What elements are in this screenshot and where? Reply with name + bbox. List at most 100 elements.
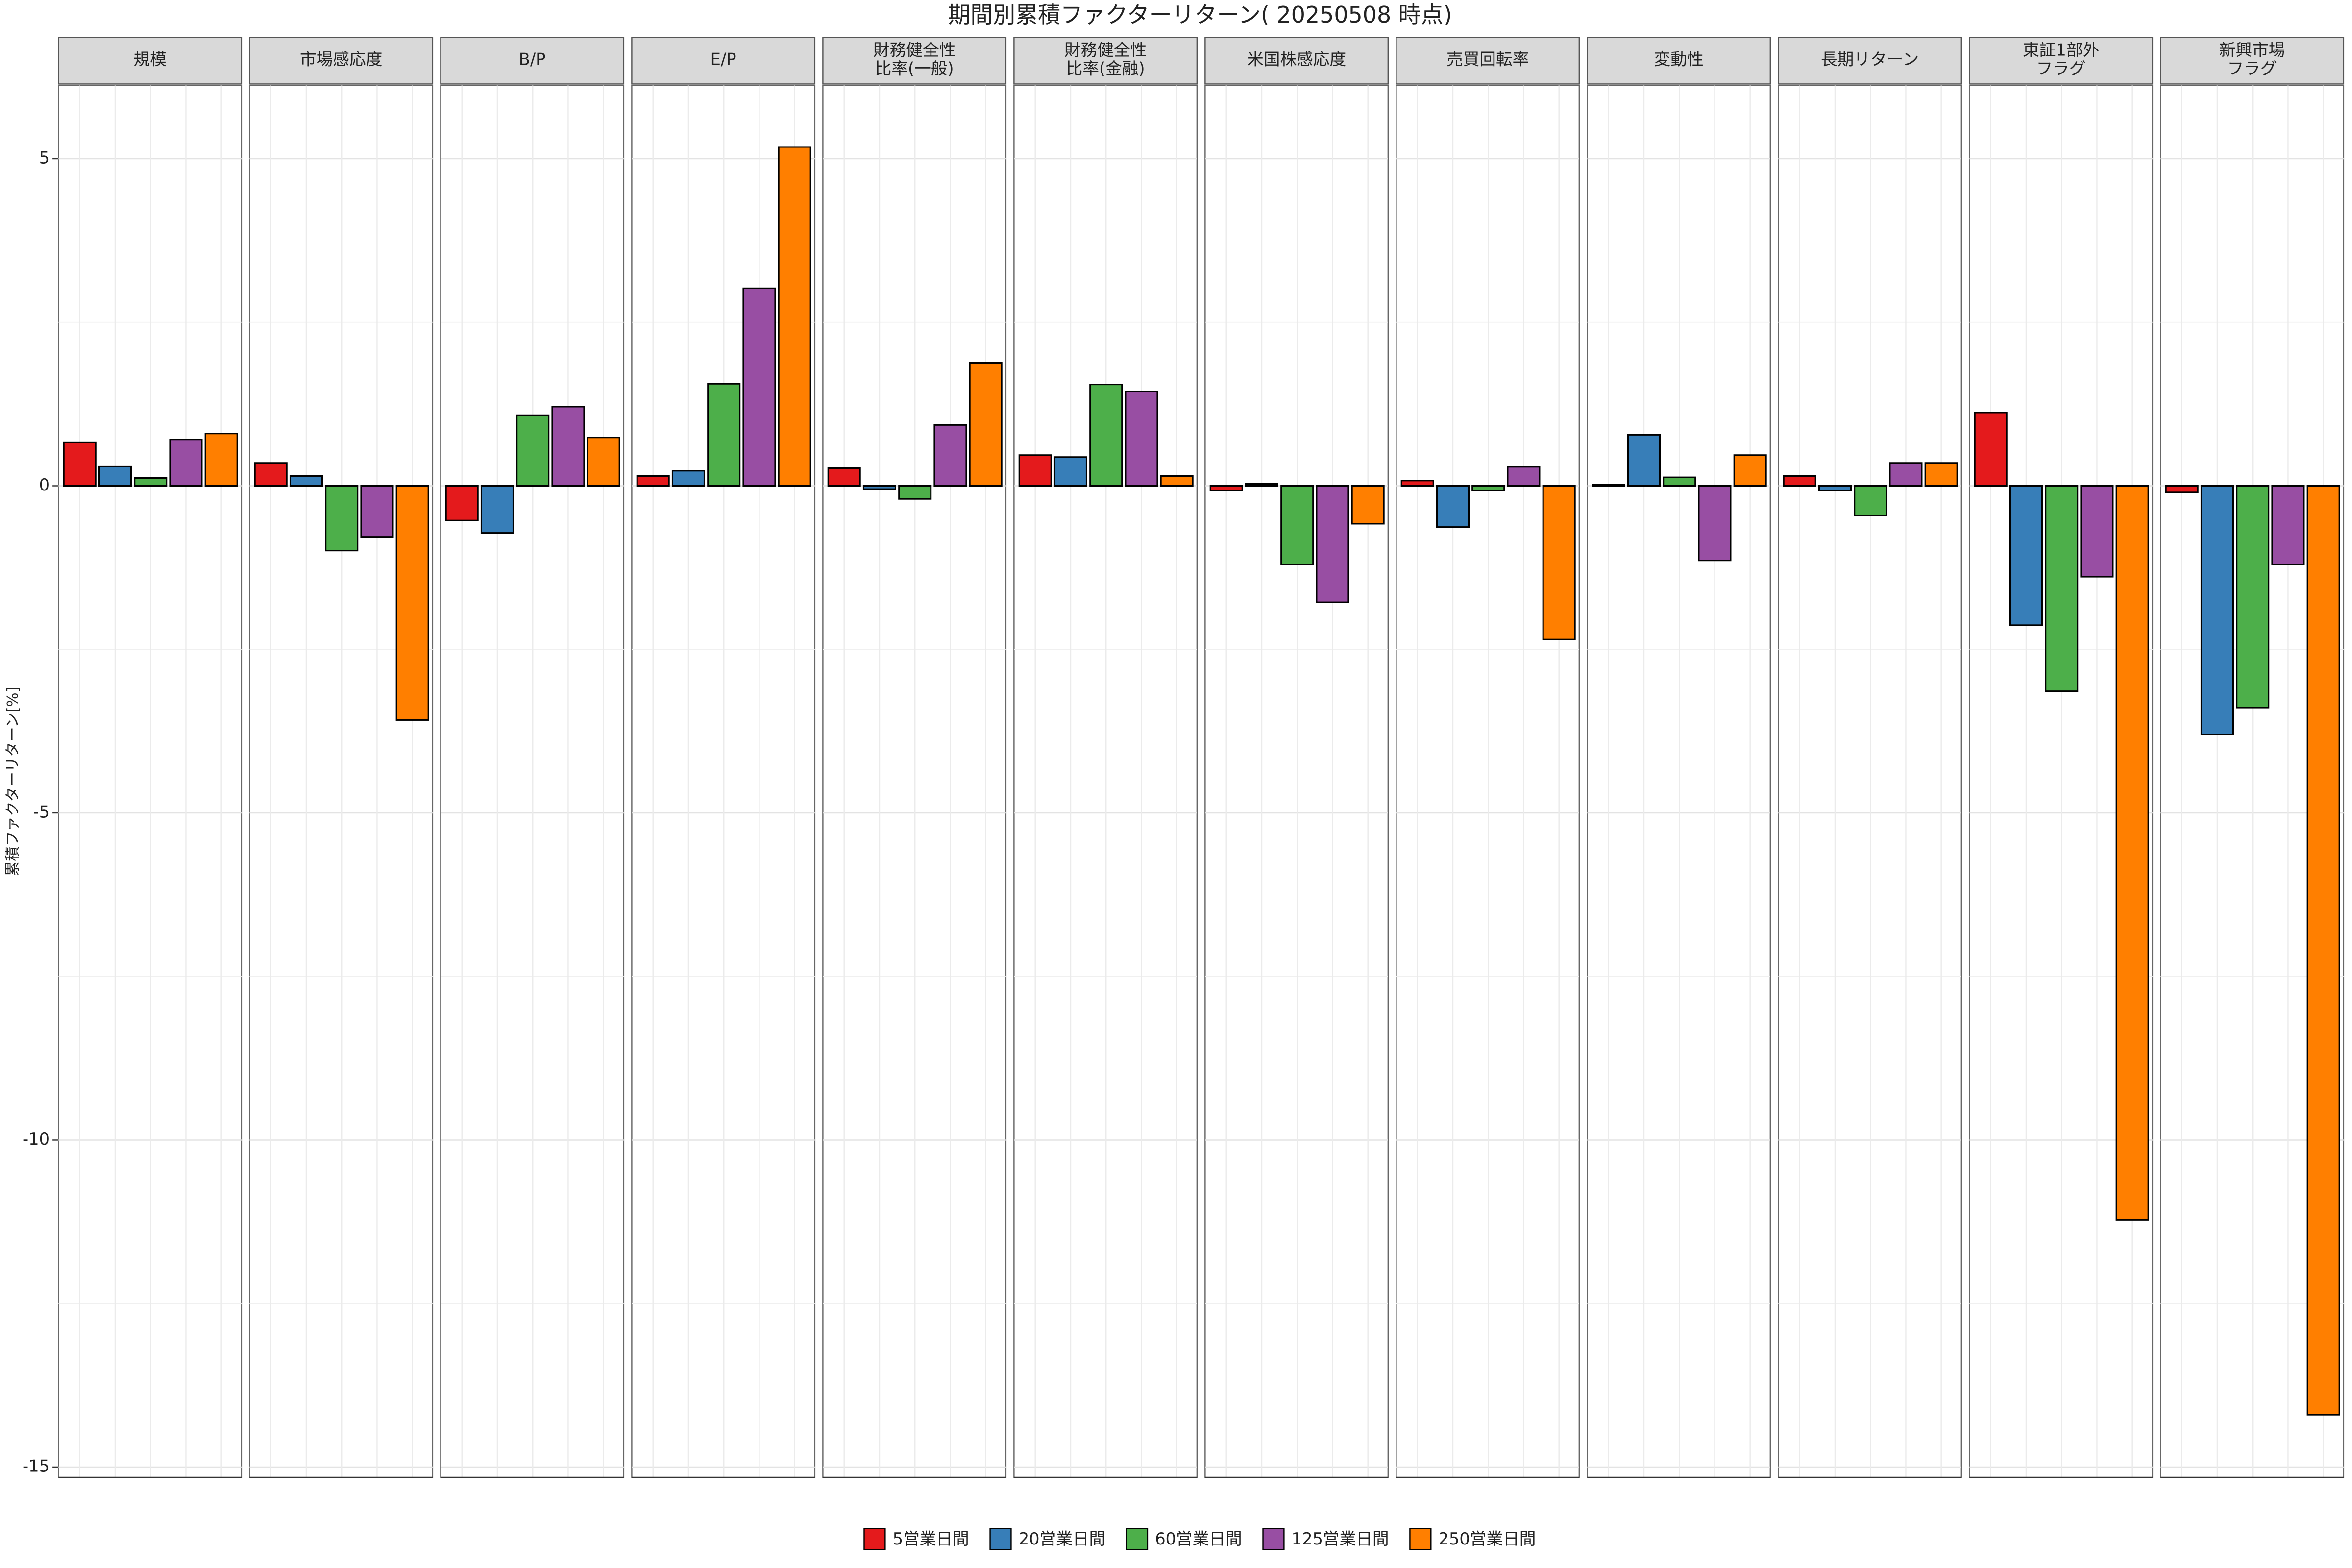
bar: [862, 485, 897, 490]
bar: [1592, 484, 1625, 487]
y-tick-label: -5: [33, 802, 49, 821]
bar: [2165, 485, 2199, 493]
bar: [480, 485, 514, 534]
facet-strip: [1396, 37, 1580, 85]
facet-label: 新興市場フラグ: [2219, 40, 2285, 78]
facet-label: 変動性: [1654, 49, 1704, 69]
bar: [1209, 485, 1243, 491]
bar: [360, 485, 394, 538]
bar: [1783, 475, 1816, 487]
facet-strip: [1587, 37, 1771, 85]
bar: [671, 470, 706, 487]
facet-label: 東証1部外フラグ: [2023, 40, 2099, 78]
bar: [2115, 485, 2149, 1221]
bar: [587, 437, 620, 487]
bar: [98, 465, 132, 487]
bar: [1471, 485, 1505, 491]
facet-strip: [631, 37, 816, 85]
bar: [2271, 485, 2305, 565]
bar: [551, 406, 585, 487]
bar: [1854, 485, 1887, 516]
legend-swatch: [1262, 1528, 1285, 1550]
facet-strip: [440, 37, 625, 85]
facet-strip: [58, 37, 243, 85]
legend-swatch: [1409, 1528, 1432, 1550]
facet-label: 財務健全性比率(金融): [1064, 40, 1147, 78]
legend-label: 125営業日間: [1292, 1529, 1389, 1548]
bar: [1889, 462, 1923, 487]
facet-strip: [822, 37, 1007, 85]
bar: [2306, 485, 2340, 1416]
bar: [1542, 485, 1576, 640]
bar: [1351, 485, 1385, 525]
facet-strip: [1013, 37, 1198, 85]
chart-title: 期間別累積ファクターリターン( 20250508 時点): [948, 1, 1452, 28]
legend-label: 5営業日間: [893, 1529, 969, 1548]
bar: [1160, 475, 1194, 487]
bar: [969, 362, 1003, 487]
y-tick-label: 0: [39, 475, 49, 494]
facet-strip: [1969, 37, 2154, 85]
legend-label: 60営業日間: [1155, 1529, 1242, 1548]
bar: [1627, 434, 1661, 487]
bar: [707, 383, 741, 487]
bar: [1280, 485, 1314, 565]
bar: [2009, 485, 2043, 626]
bar: [933, 424, 967, 487]
bar: [2045, 485, 2079, 692]
facet-strip: [249, 37, 434, 85]
bar: [2080, 485, 2114, 578]
facet-label: 長期リターン: [1821, 49, 1919, 69]
bar: [1245, 483, 1279, 487]
facet-label: 規模: [133, 49, 166, 69]
bar: [134, 477, 168, 487]
bar: [445, 485, 479, 521]
bar: [325, 485, 359, 552]
legend-label: 250営業日間: [1439, 1529, 1536, 1548]
bar: [254, 462, 288, 487]
legend: 5営業日間 20営業日間 60営業日間 125営業日間 250営業日間: [863, 1528, 1536, 1550]
legend-swatch: [1126, 1528, 1149, 1550]
bar: [204, 433, 238, 487]
bar: [1316, 485, 1349, 603]
bar: [289, 475, 323, 487]
bar: [742, 287, 776, 487]
legend-label: 20営業日間: [1019, 1529, 1105, 1548]
bar: [169, 439, 203, 487]
bar: [1974, 412, 2008, 487]
facet-strip: [2160, 37, 2345, 85]
facet-label: 米国株感応度: [1247, 49, 1346, 69]
y-tick-label: 5: [39, 148, 49, 168]
facet-label: B/P: [519, 49, 546, 69]
bar: [1400, 480, 1434, 487]
facet-label: 市場感応度: [300, 49, 382, 69]
bar: [2200, 485, 2234, 735]
bar: [63, 441, 97, 487]
facet-label: E/P: [710, 49, 736, 69]
bar: [1436, 485, 1470, 528]
bar: [1089, 384, 1123, 487]
bar: [1018, 454, 1052, 487]
y-tick-label: -10: [23, 1129, 49, 1149]
bar: [1507, 466, 1541, 487]
bar: [1663, 476, 1696, 487]
facet-label: 売買回転率: [1446, 49, 1529, 69]
facet-strip: [1778, 37, 1962, 85]
bar: [636, 475, 670, 487]
bar: [1818, 485, 1852, 491]
y-axis-label: 累積ファクターリターン[%]: [4, 686, 22, 876]
bar: [1924, 462, 1958, 487]
bar: [1698, 485, 1732, 562]
bar: [395, 485, 429, 721]
y-tick-label: -15: [23, 1456, 49, 1475]
facet-strip: [1204, 37, 1389, 85]
legend-swatch: [863, 1528, 886, 1550]
bar: [1054, 456, 1088, 487]
bar: [778, 146, 811, 487]
bar: [1125, 391, 1158, 487]
bar: [827, 467, 861, 487]
facet-label: 財務健全性比率(一般): [873, 40, 956, 78]
bar: [1733, 454, 1767, 487]
bar: [2236, 485, 2270, 709]
